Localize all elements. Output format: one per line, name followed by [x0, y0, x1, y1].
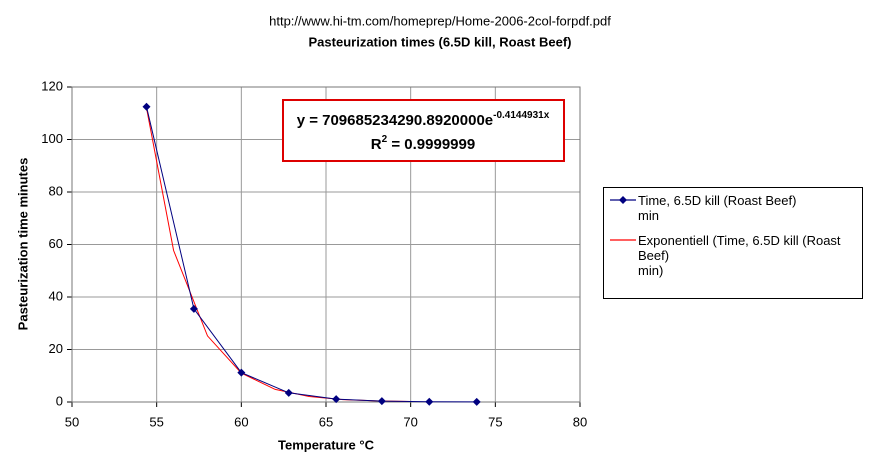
series-line — [146, 106, 477, 403]
y-tick-label: 60 — [49, 236, 63, 251]
x-tick-label: 80 — [573, 414, 587, 429]
data-point — [472, 397, 481, 406]
legend-swatch — [610, 233, 638, 248]
legend-entry: Exponentiell (Time, 6.5D kill (Roast Bee… — [610, 233, 856, 278]
equation-text: y = 709685234290.8920000e — [297, 112, 493, 129]
y-tick-label: 20 — [49, 341, 63, 356]
data-point — [142, 102, 151, 111]
y-tick-label: 80 — [49, 183, 63, 198]
y-tick-label: 120 — [41, 78, 63, 93]
legend: Time, 6.5D kill (Roast Beef) min Exponent… — [603, 187, 863, 299]
chart-source: http://www.hi-tm.com/homeprep/Home-2006-… — [269, 13, 611, 28]
data-point — [425, 397, 434, 406]
y-tick-label: 40 — [49, 288, 63, 303]
x-tick-label: 50 — [65, 414, 79, 429]
equation: y = 709685234290.8920000e-0.4144931x — [297, 110, 550, 129]
x-tick-label: 75 — [488, 414, 502, 429]
legend-symbol — [610, 196, 636, 204]
x-tick-label: 70 — [403, 414, 417, 429]
r-squared: R2 = 0.9999999 — [371, 134, 475, 153]
data-point — [237, 368, 246, 377]
data-point — [284, 388, 293, 397]
legend-symbol — [610, 239, 636, 241]
equation-exponent: -0.4144931x — [493, 110, 550, 121]
data-point — [377, 397, 386, 406]
data-point — [332, 395, 341, 404]
x-axis-label: Temperature °C — [278, 437, 375, 452]
r-power: 2 — [382, 134, 388, 145]
x-tick-label: 60 — [234, 414, 248, 429]
y-tick-label: 0 — [56, 393, 63, 408]
legend-entry: Time, 6.5D kill (Roast Beef) min — [610, 193, 856, 223]
r-text: R — [371, 136, 382, 153]
r-value: = 0.9999999 — [387, 136, 475, 153]
x-tick-label: 65 — [319, 414, 333, 429]
equation-box — [282, 99, 565, 162]
y-axis-label: Pasteurization time minutes — [15, 158, 30, 331]
data-point — [189, 304, 198, 313]
legend-swatch — [610, 193, 638, 208]
y-tick-label: 100 — [41, 131, 63, 146]
legend-label: Time, 6.5D kill (Roast Beef) min — [638, 193, 797, 223]
legend-label: Exponentiell (Time, 6.5D kill (Roast Bee… — [638, 233, 841, 278]
plot-border — [71, 86, 581, 403]
x-tick-label: 55 — [149, 414, 163, 429]
chart-title: Pasteurization times (6.5D kill, Roast B… — [309, 34, 572, 49]
